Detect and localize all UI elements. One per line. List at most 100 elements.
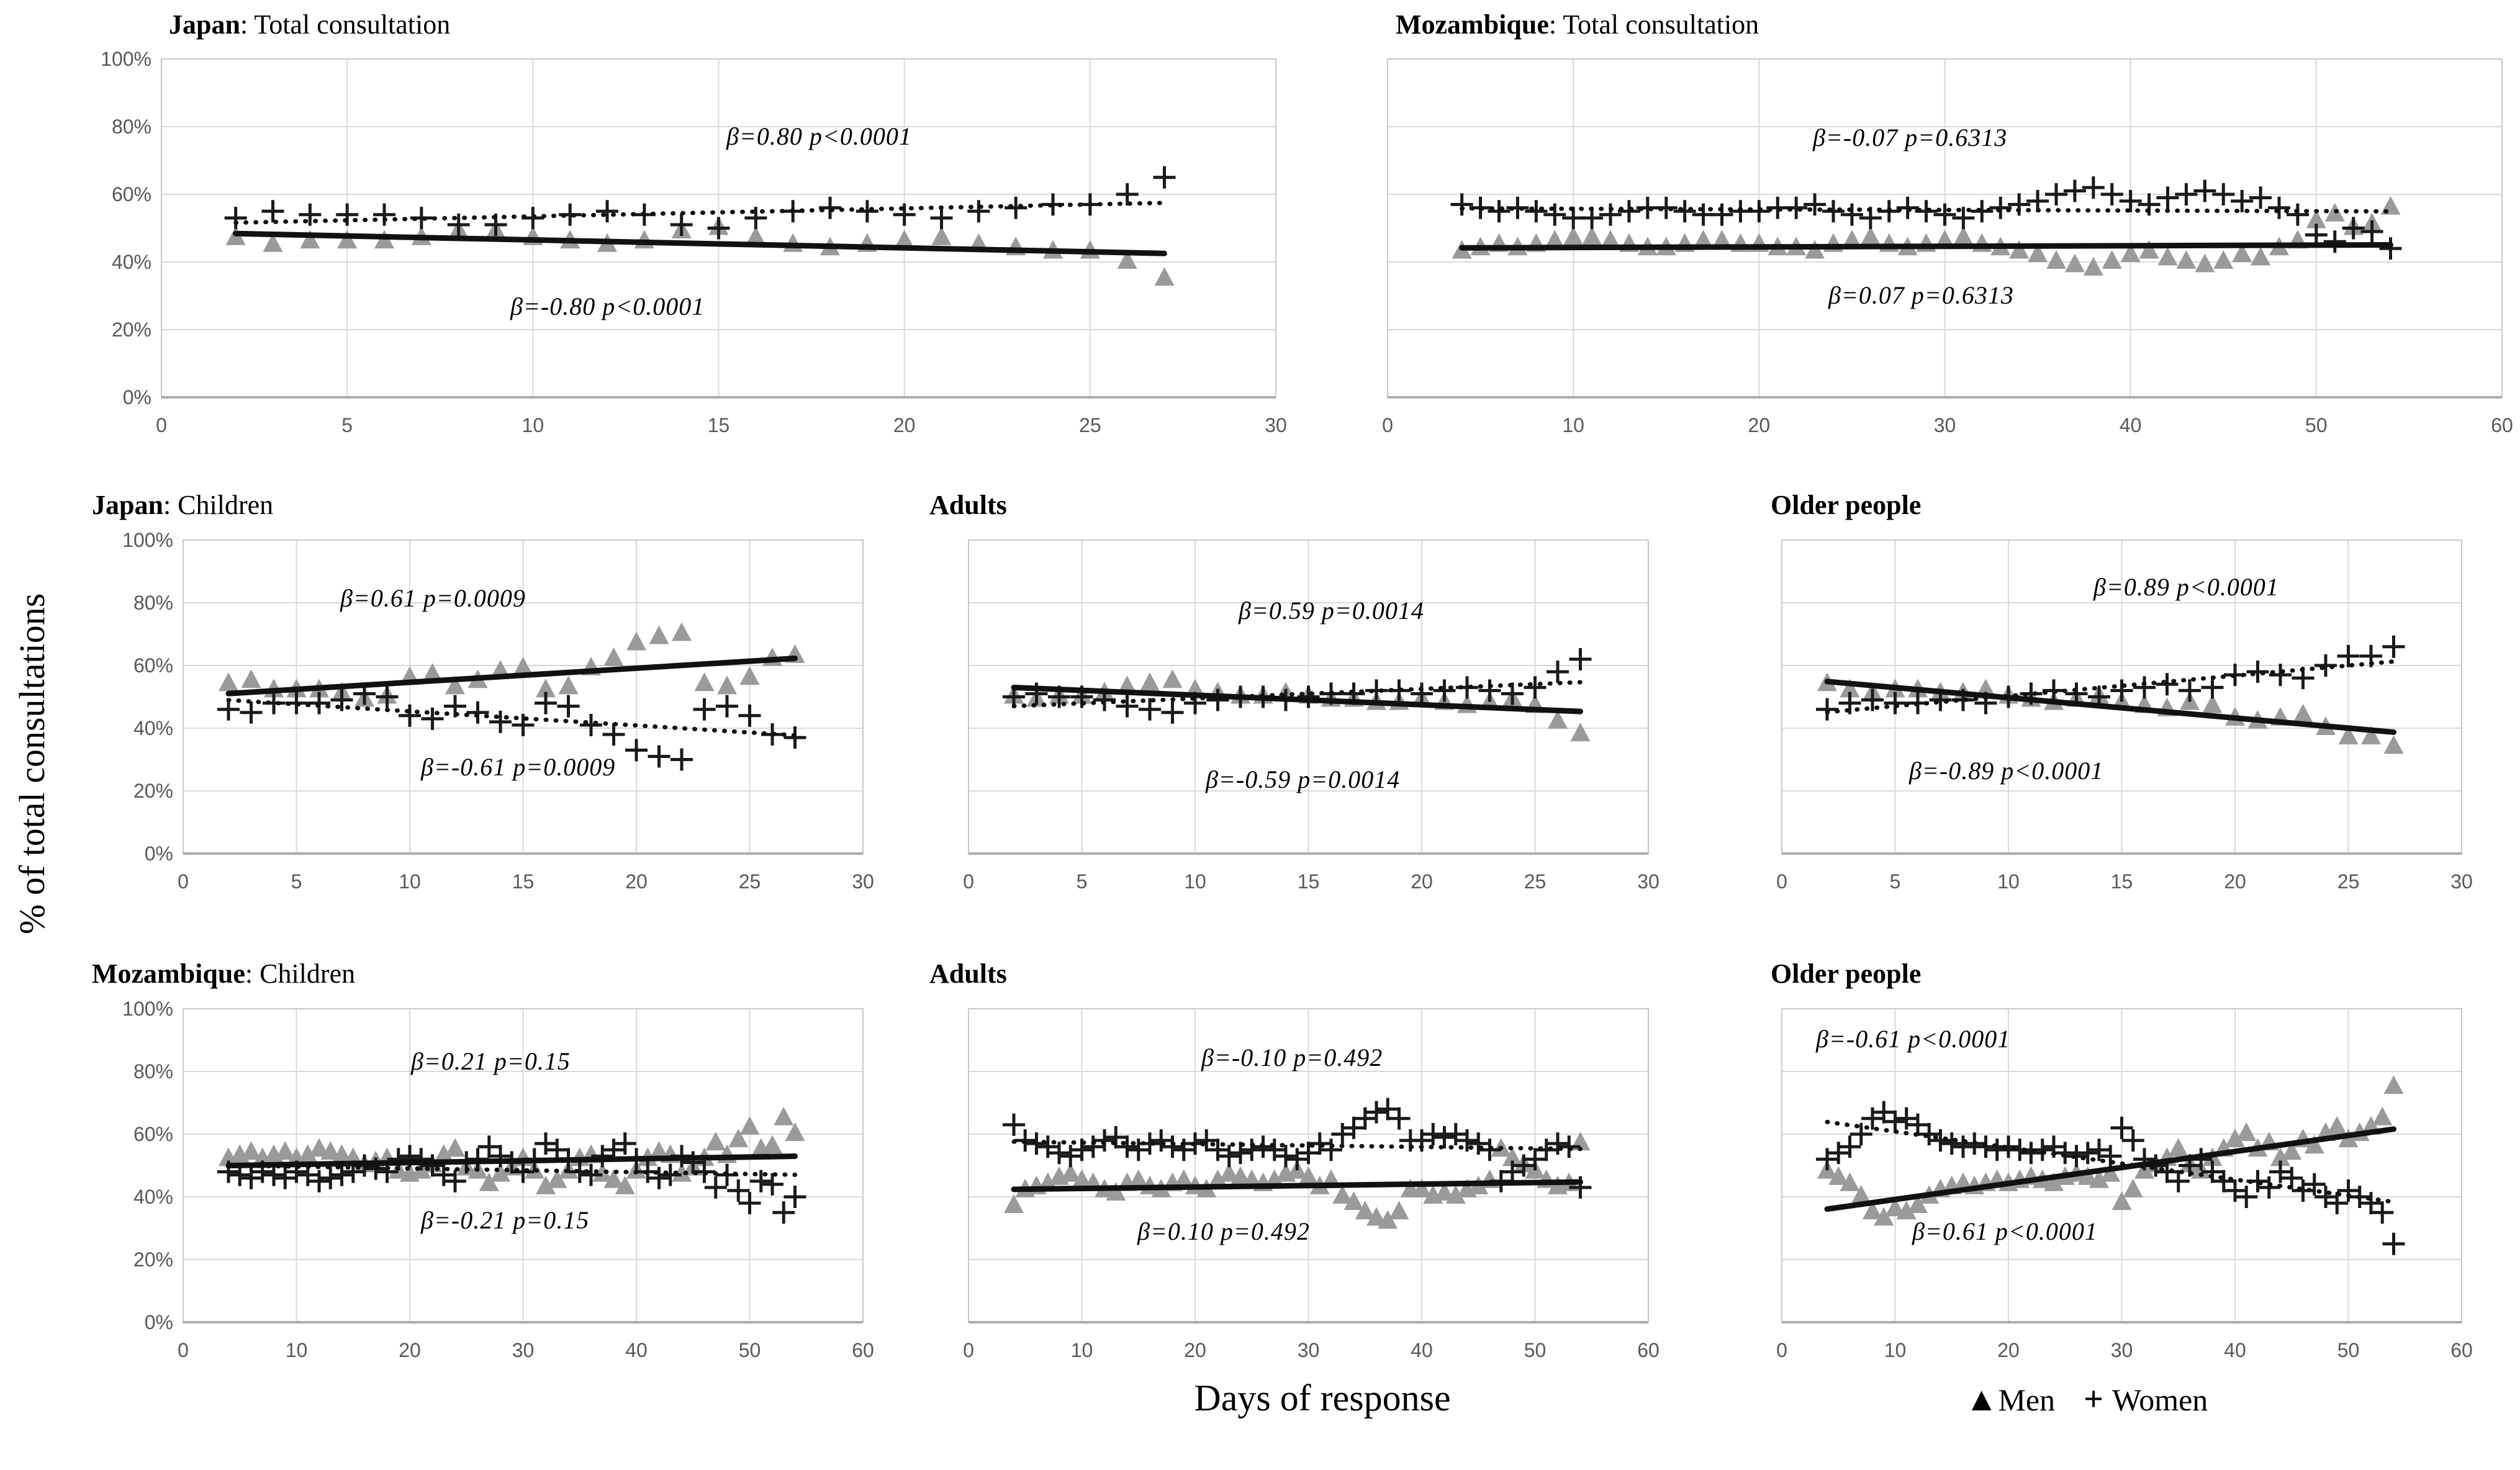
y-axis-label: % of total consultations bbox=[12, 593, 52, 934]
annotation-mozambique-adults-men: β=0.10 p=0.492 bbox=[1137, 1217, 1310, 1245]
legend-women-label: Women bbox=[2112, 1382, 2208, 1417]
chart-title-japan-total: Japan: Total consultation bbox=[169, 9, 450, 40]
svg-text:25: 25 bbox=[1524, 870, 1547, 893]
svg-text:30: 30 bbox=[2450, 870, 2473, 893]
chart-title-prefix: Older people bbox=[1771, 490, 1922, 520]
svg-text:0%: 0% bbox=[145, 1311, 173, 1333]
svg-text:5: 5 bbox=[291, 870, 302, 893]
svg-text:100%: 100% bbox=[122, 529, 173, 551]
chart-title-mozambique-children: Mozambique: Children bbox=[92, 958, 355, 990]
svg-text:10: 10 bbox=[1184, 870, 1206, 893]
series-women-mozambique-total bbox=[1450, 176, 2402, 260]
svg-text:60%: 60% bbox=[133, 654, 173, 677]
chart-title-mozambique-adults: Adults bbox=[929, 958, 1007, 990]
svg-text:50: 50 bbox=[2337, 1339, 2360, 1361]
annotation-mozambique-total-men: β=0.07 p=0.6313 bbox=[1828, 281, 2014, 309]
svg-text:40: 40 bbox=[1411, 1339, 1433, 1361]
svg-text:60%: 60% bbox=[133, 1123, 173, 1145]
women-plus-icon: + bbox=[2084, 1380, 2104, 1418]
svg-text:20: 20 bbox=[1748, 414, 1771, 436]
annotation-mozambique-older-women: β=-0.61 p<0.0001 bbox=[1816, 1025, 2011, 1053]
svg-text:60: 60 bbox=[2450, 1339, 2473, 1361]
chart-mozambique-total: 0 10 20 30 40 50 60 bbox=[1382, 58, 2513, 436]
chart-title-rest: : Total consultation bbox=[1548, 9, 1759, 40]
svg-text:0: 0 bbox=[963, 870, 974, 893]
series-men-japan-older bbox=[1817, 672, 2404, 754]
svg-text:60%: 60% bbox=[112, 183, 151, 205]
series-women-mozambique-adults bbox=[1003, 1098, 1592, 1199]
chart-mozambique-adults: 0 10 20 30 40 50 60 bbox=[963, 1008, 1660, 1361]
svg-text:20: 20 bbox=[1184, 1339, 1206, 1361]
svg-text:0: 0 bbox=[156, 414, 167, 436]
svg-text:30: 30 bbox=[1934, 414, 1956, 436]
svg-text:30: 30 bbox=[1298, 1339, 1320, 1361]
svg-text:20: 20 bbox=[625, 870, 648, 893]
svg-text:20: 20 bbox=[399, 1339, 421, 1361]
svg-text:15: 15 bbox=[1298, 870, 1320, 893]
svg-text:30: 30 bbox=[1637, 870, 1660, 893]
svg-text:10: 10 bbox=[286, 1339, 308, 1361]
svg-text:0: 0 bbox=[1382, 414, 1393, 436]
svg-text:5: 5 bbox=[1890, 870, 1901, 893]
chart-title-rest: : Total consultation bbox=[240, 9, 451, 40]
svg-text:80%: 80% bbox=[133, 1060, 173, 1083]
annotation-japan-older-women: β=0.89 p<0.0001 bbox=[2093, 573, 2279, 601]
svg-text:30: 30 bbox=[1265, 414, 1287, 436]
svg-text:0%: 0% bbox=[145, 842, 173, 865]
chart-title-mozambique-older: Older people bbox=[1771, 958, 1921, 990]
series-women-japan-total bbox=[224, 166, 1176, 240]
svg-text:40%: 40% bbox=[133, 1186, 173, 1208]
svg-text:10: 10 bbox=[1884, 1339, 1907, 1361]
chart-title-prefix: Japan bbox=[169, 9, 240, 40]
series-men-mozambique-total bbox=[1452, 196, 2401, 276]
svg-text:40%: 40% bbox=[112, 251, 151, 273]
svg-text:50: 50 bbox=[739, 1339, 761, 1361]
chart-title-prefix: Adults bbox=[929, 958, 1007, 989]
chart-title-prefix: Older people bbox=[1771, 958, 1922, 989]
chart-japan-children: 0% 20% 40% 60% 80% 100% 0 5 10 15 20 25 30 bbox=[122, 529, 874, 893]
svg-text:60: 60 bbox=[1637, 1339, 1660, 1361]
svg-text:30: 30 bbox=[2111, 1339, 2133, 1361]
chart-title-japan-older: Older people bbox=[1771, 489, 1921, 521]
svg-text:20%: 20% bbox=[133, 780, 173, 802]
svg-text:40: 40 bbox=[2224, 1339, 2246, 1361]
svg-text:60: 60 bbox=[852, 1339, 874, 1361]
chart-japan-total: 0% 20% 40% 60% 80% 100% 0 5 10 15 20 25 30 bbox=[101, 48, 1287, 436]
chart-title-mozambique-total: Mozambique: Total consultation bbox=[1396, 9, 1759, 40]
svg-text:5: 5 bbox=[1077, 870, 1088, 893]
svg-text:10: 10 bbox=[522, 414, 544, 436]
svg-text:30: 30 bbox=[512, 1339, 535, 1361]
svg-text:20%: 20% bbox=[133, 1248, 173, 1271]
chart-title-japan-adults: Adults bbox=[929, 489, 1007, 521]
svg-text:100%: 100% bbox=[101, 48, 151, 70]
svg-text:80%: 80% bbox=[112, 115, 151, 138]
chart-title-rest: : Children bbox=[245, 958, 356, 989]
svg-text:25: 25 bbox=[739, 870, 761, 893]
svg-text:20%: 20% bbox=[112, 318, 151, 341]
chart-japan-older: 0 5 10 15 20 25 30 bbox=[1776, 539, 2473, 893]
svg-text:10: 10 bbox=[1071, 1339, 1093, 1361]
svg-text:0: 0 bbox=[1776, 1339, 1787, 1361]
chart-title-prefix: Japan bbox=[92, 490, 163, 520]
svg-text:50: 50 bbox=[2305, 414, 2328, 436]
svg-text:5: 5 bbox=[341, 414, 353, 436]
svg-text:30: 30 bbox=[852, 870, 874, 893]
svg-text:15: 15 bbox=[2111, 870, 2133, 893]
svg-text:10: 10 bbox=[1562, 414, 1584, 436]
chart-title-prefix: Mozambique bbox=[92, 958, 245, 989]
series-women-japan-adults bbox=[1003, 647, 1592, 724]
legend-men-label: Men bbox=[1998, 1382, 2056, 1417]
chart-title-prefix: Mozambique bbox=[1396, 9, 1549, 40]
annotation-japan-total-women: β=0.80 p<0.0001 bbox=[726, 122, 912, 150]
svg-text:40: 40 bbox=[625, 1339, 648, 1361]
chart-mozambique-older: 0 10 20 30 40 50 60 bbox=[1776, 1008, 2473, 1361]
svg-text:50: 50 bbox=[1524, 1339, 1547, 1361]
annotation-mozambique-total-women: β=-0.07 p=0.6313 bbox=[1813, 124, 2008, 151]
chart-title-rest: : Children bbox=[163, 490, 274, 520]
x-axis-label: Days of response bbox=[1194, 1378, 1451, 1418]
svg-text:20: 20 bbox=[1997, 1339, 2020, 1361]
svg-text:20: 20 bbox=[893, 414, 916, 436]
svg-text:60: 60 bbox=[2491, 414, 2513, 436]
